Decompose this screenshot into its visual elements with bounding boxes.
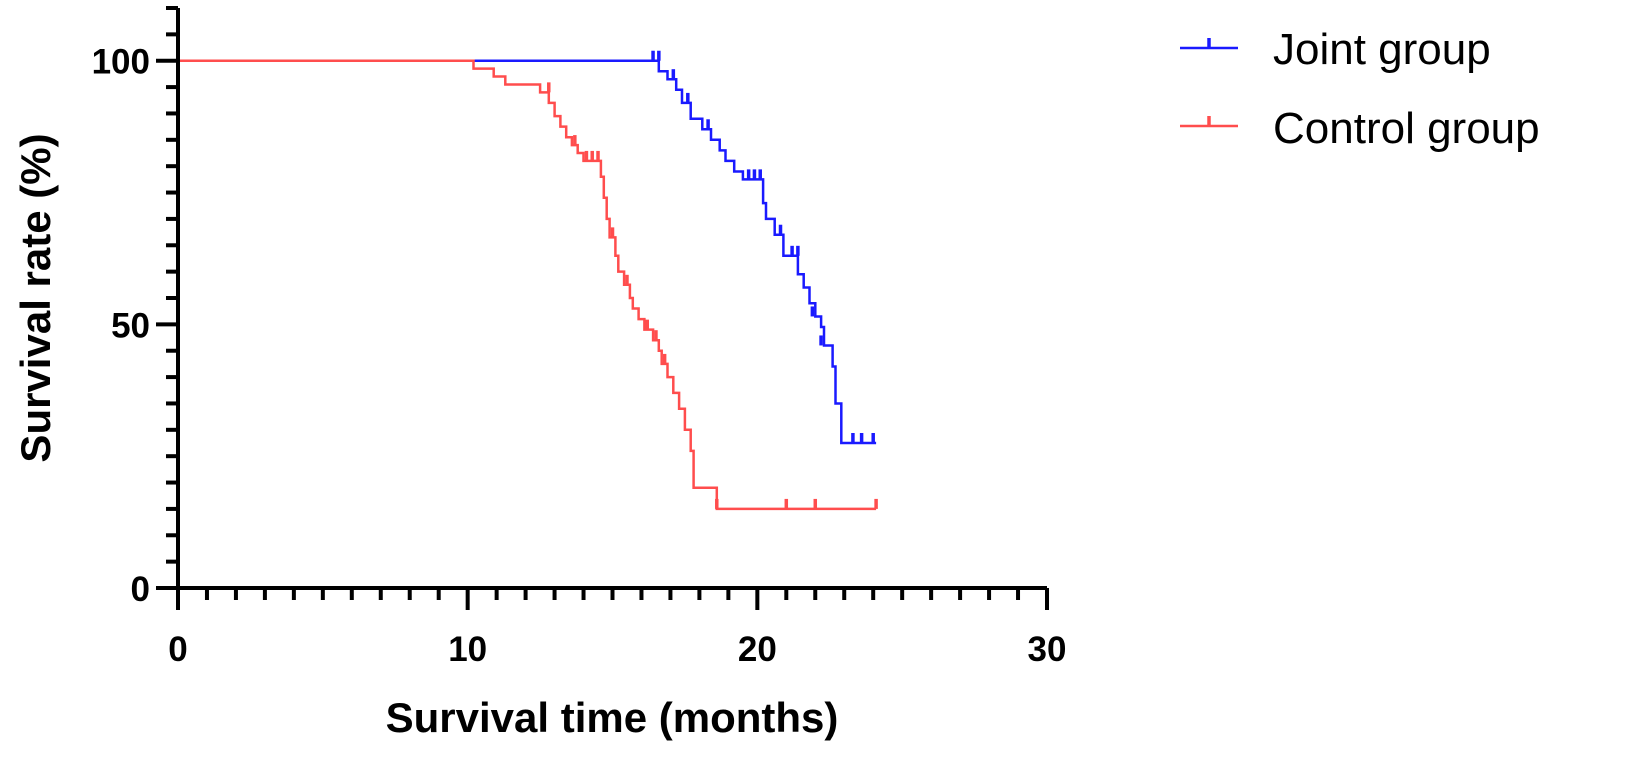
legend-item-control-group: Control group	[1180, 104, 1540, 153]
legend-item-joint-group: Joint group	[1180, 25, 1491, 74]
y-tick-label: 50	[111, 306, 150, 345]
x-tick-label: 30	[1028, 630, 1067, 669]
y-tick-label: 0	[131, 570, 150, 609]
x-tick-label: 0	[168, 630, 187, 669]
legend-label-control-group: Control group	[1273, 104, 1540, 153]
legend: Joint group Control group	[1180, 25, 1540, 153]
series-joint-group	[178, 50, 877, 445]
axis-ticks	[156, 6, 1049, 610]
x-tick-label: 20	[738, 630, 777, 669]
series-control-group	[178, 59, 878, 511]
tick-labels: 0 10 20 30 0 50 100	[92, 43, 1067, 669]
survival-curve-control-group	[178, 59, 877, 511]
x-axis-title: Survival time (months)	[386, 694, 839, 741]
survival-curve-joint-group	[178, 59, 877, 445]
legend-label-joint-group: Joint group	[1273, 25, 1491, 74]
y-tick-label: 100	[92, 43, 150, 82]
y-axis-title: Survival rate (%)	[12, 133, 59, 462]
plot-lines	[178, 50, 878, 511]
axes	[156, 6, 1049, 610]
x-tick-label: 10	[448, 630, 487, 669]
